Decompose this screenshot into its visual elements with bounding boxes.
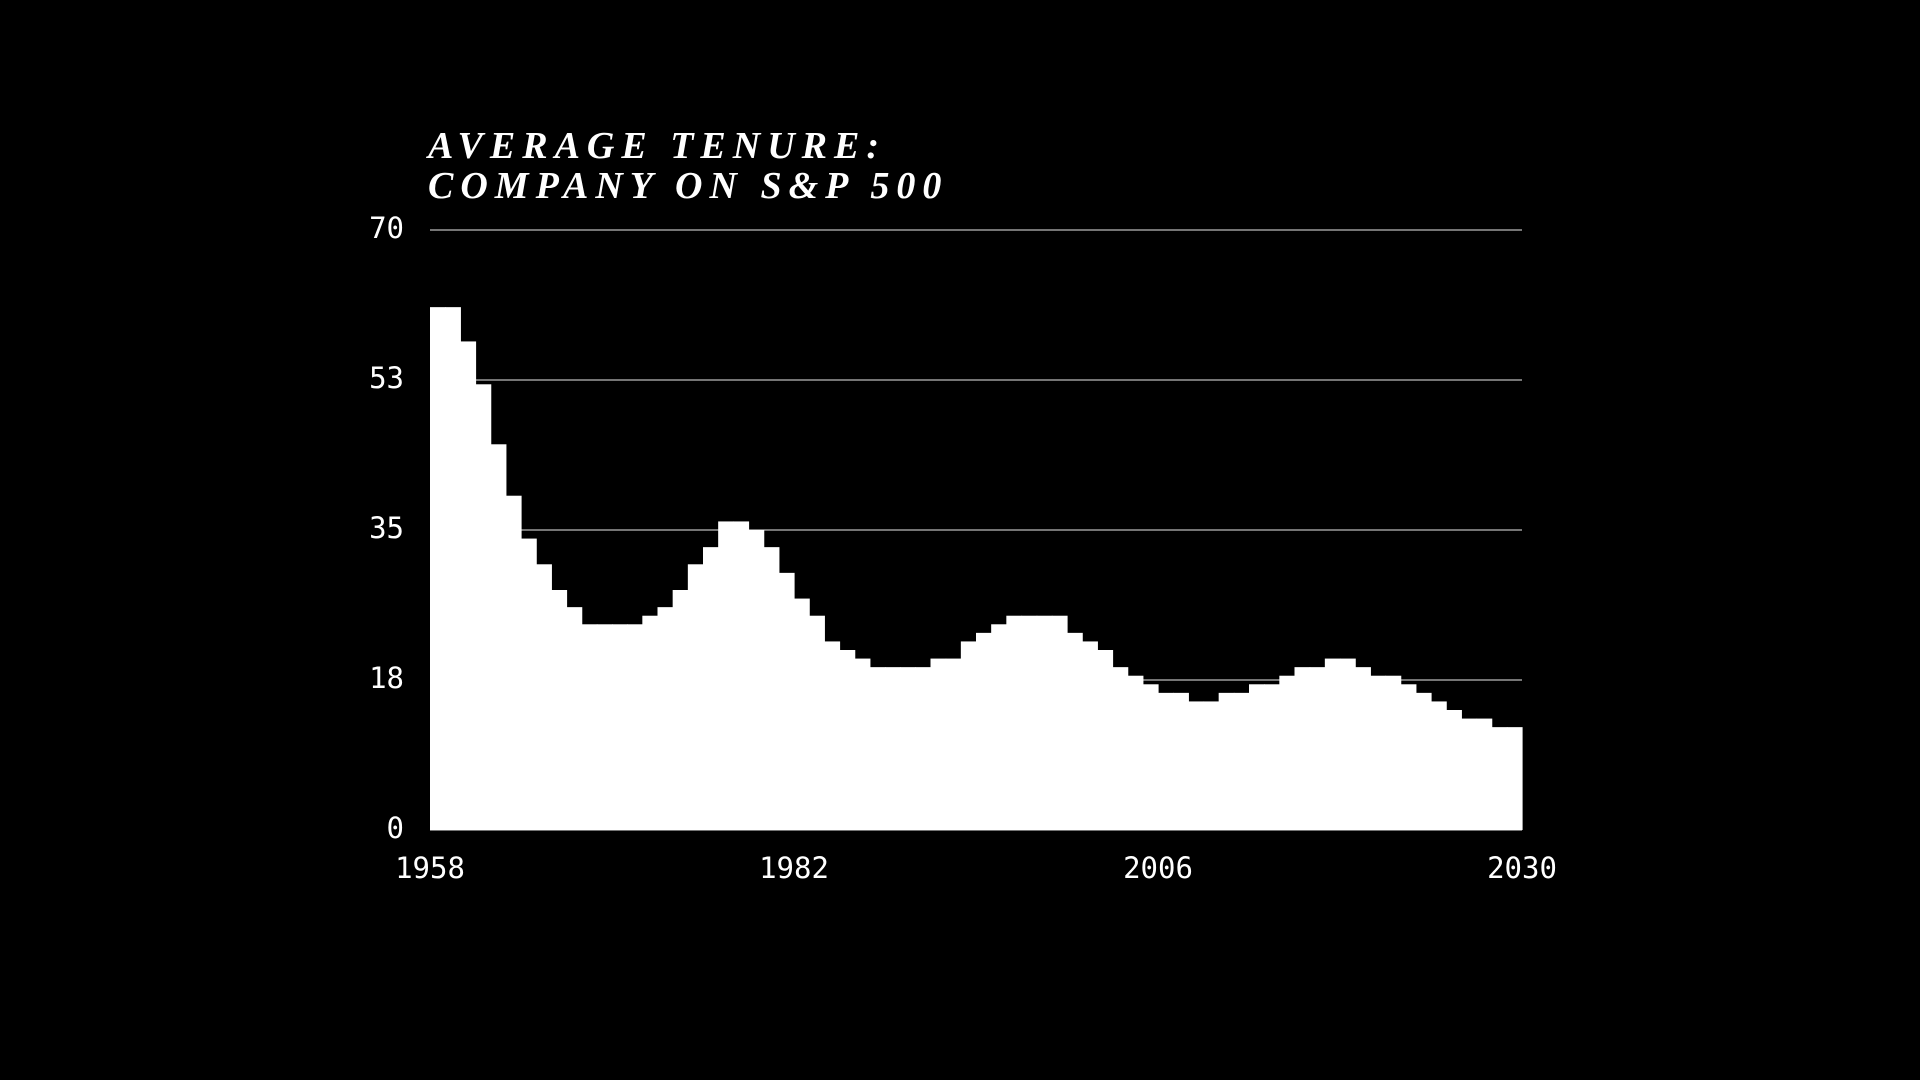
bar <box>1415 692 1432 830</box>
bar <box>869 667 886 830</box>
bar <box>1491 727 1508 830</box>
bar <box>1006 615 1023 830</box>
x-tick-label: 1982 <box>759 851 829 885</box>
bar <box>490 444 507 830</box>
bar <box>1279 675 1296 830</box>
chart-title: AVERAGE TENURE: <box>426 125 886 167</box>
bar <box>687 564 704 830</box>
bar <box>748 530 765 830</box>
bar <box>991 624 1007 830</box>
bar <box>1385 675 1402 830</box>
bar <box>824 641 841 830</box>
bar <box>1324 658 1341 830</box>
bar <box>703 547 719 830</box>
y-tick-label: 0 <box>387 811 404 845</box>
chart-title: COMPANY ON S&P 500 <box>428 165 948 207</box>
bar <box>596 624 613 830</box>
bar <box>900 667 916 830</box>
bar <box>794 598 810 830</box>
y-tick-label: 18 <box>369 661 404 695</box>
bar <box>1203 701 1220 830</box>
bar <box>460 341 477 830</box>
bar <box>536 564 552 830</box>
bar <box>778 572 795 830</box>
bar <box>1097 650 1114 830</box>
bar <box>430 307 446 831</box>
bar <box>915 667 932 830</box>
bar <box>1112 667 1129 830</box>
bar <box>1400 684 1417 830</box>
bar <box>976 632 992 830</box>
bar <box>809 615 825 830</box>
bar <box>1355 667 1371 830</box>
bar <box>1309 667 1326 830</box>
bar <box>885 667 901 830</box>
bar <box>672 590 689 830</box>
bar <box>1127 675 1144 830</box>
y-tick-label: 53 <box>369 361 404 395</box>
bar <box>718 521 734 830</box>
bar <box>1446 710 1462 830</box>
bar <box>581 624 598 830</box>
bar <box>1173 692 1189 830</box>
bar <box>1067 632 1083 830</box>
bar <box>657 607 674 830</box>
bar <box>1249 684 1265 830</box>
bar <box>854 658 871 830</box>
bar <box>1188 701 1205 830</box>
bar <box>945 658 962 830</box>
x-tick-label: 2006 <box>1123 851 1193 885</box>
bar <box>1036 615 1053 830</box>
bar <box>1264 684 1280 830</box>
y-tick-label: 70 <box>369 211 404 245</box>
bar <box>1294 667 1311 830</box>
bar <box>1021 615 1038 830</box>
bar <box>642 615 659 830</box>
bar <box>1233 692 1250 830</box>
bar <box>1461 718 1478 830</box>
bar <box>1476 718 1493 830</box>
bar <box>1340 658 1356 830</box>
bar <box>1158 692 1174 830</box>
bar <box>612 624 628 830</box>
bar <box>1051 615 1068 830</box>
bar <box>1431 701 1447 830</box>
bar <box>1370 675 1387 830</box>
bar <box>521 538 537 830</box>
bar <box>627 624 643 830</box>
bar <box>475 384 492 830</box>
bar <box>445 307 461 831</box>
x-tick-label: 1958 <box>395 851 465 885</box>
bar <box>505 495 522 830</box>
bar <box>566 607 583 830</box>
bar <box>1082 641 1098 830</box>
bar <box>1506 727 1523 830</box>
y-tick-label: 35 <box>369 511 404 545</box>
bar <box>1218 692 1235 830</box>
bar <box>960 641 977 830</box>
bar <box>839 650 856 830</box>
bar <box>551 590 568 830</box>
bar <box>733 521 750 830</box>
bar <box>930 658 947 830</box>
x-tick-label: 2030 <box>1487 851 1557 885</box>
bar <box>763 547 780 830</box>
bar <box>1142 684 1159 830</box>
